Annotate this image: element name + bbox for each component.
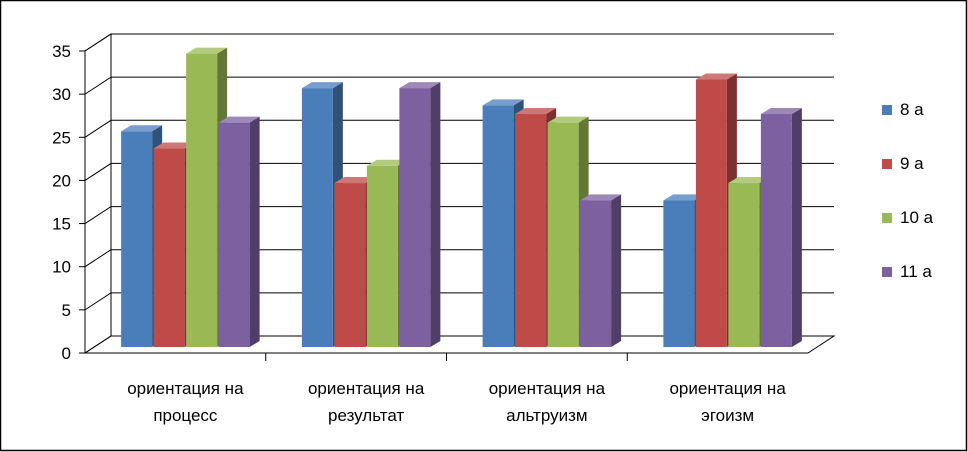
x-tick-label: процесс: [153, 406, 218, 425]
y-tick-label: 0: [62, 344, 71, 363]
bar-front: [366, 165, 398, 347]
bars: [121, 47, 802, 348]
y-tick-label: 30: [52, 85, 71, 104]
bar-front: [760, 114, 792, 348]
bar-top: [399, 82, 441, 89]
bar-top: [366, 159, 408, 166]
x-tick-label: результат: [328, 406, 404, 425]
legend-swatch: [882, 105, 892, 115]
bar-side: [791, 108, 802, 348]
x-tick-label: эгоизм: [701, 406, 754, 425]
bar-top: [301, 82, 343, 89]
bar-front: [482, 105, 514, 348]
category-labels: ориентация на процесс ориентация на результ…: [127, 379, 786, 425]
x-tick-label: ориентация на: [308, 379, 425, 398]
bar-front: [663, 200, 695, 347]
x-tick-label: ориентация на: [669, 379, 786, 398]
legend-label: 11 а: [900, 262, 932, 281]
bar-top: [153, 142, 195, 149]
y-tick-label: 10: [52, 258, 71, 277]
bar-front: [153, 148, 185, 347]
bar-front: [547, 122, 579, 348]
bar-top: [695, 73, 737, 80]
bar-front: [121, 131, 153, 347]
side-wall: [84, 33, 112, 354]
axes: 0 5 10 15 20 25 30 35: [52, 42, 808, 363]
y-tick-label: 15: [52, 215, 71, 234]
bar-front: [186, 53, 218, 347]
bar: [399, 82, 441, 348]
bar: [760, 108, 802, 348]
y-tick-label: 5: [62, 301, 71, 320]
bar-top: [218, 116, 260, 123]
bar-front: [515, 114, 547, 348]
gridline: [84, 162, 834, 181]
x-tick-label: ориентация на: [127, 379, 244, 398]
legend-swatch: [882, 267, 892, 277]
x-tick-label: альтруизм: [506, 406, 587, 425]
legend: 8 а 9 а 10 а 11 а: [882, 100, 934, 281]
bar-front: [728, 183, 760, 347]
y-tick-label: 20: [52, 171, 71, 190]
y-tick-label: 25: [52, 128, 71, 147]
bar-top: [482, 99, 524, 106]
legend-label: 10 а: [900, 208, 934, 227]
gridline: [84, 76, 834, 95]
legend-swatch: [882, 213, 892, 223]
bar-top: [186, 47, 228, 54]
bar-front: [301, 88, 333, 348]
gridline: [84, 119, 834, 138]
bar-front: [580, 200, 612, 347]
bar-top: [663, 194, 705, 201]
plot-walls: [83, 33, 836, 354]
legend-swatch: [882, 159, 892, 169]
gridline: [84, 33, 834, 52]
legend-label: 9 а: [900, 154, 924, 173]
bar-top: [515, 108, 557, 115]
x-tick-label: ориентация на: [489, 379, 606, 398]
bar-top: [580, 194, 622, 201]
bar-front: [218, 122, 250, 348]
bar: [580, 194, 622, 347]
bar-front: [334, 183, 366, 347]
bar-top: [760, 108, 802, 115]
legend-label: 8 а: [900, 100, 924, 119]
bar-top: [334, 177, 376, 184]
bar-front: [695, 79, 727, 347]
bar-side: [430, 82, 441, 348]
y-tick-label: 35: [52, 42, 71, 61]
bar-top: [121, 125, 163, 132]
bar-top: [547, 116, 589, 123]
bar-side: [611, 194, 622, 347]
bar: [218, 116, 260, 348]
bar-side: [249, 116, 260, 348]
bar-front: [399, 88, 431, 348]
bar-top: [728, 177, 770, 184]
